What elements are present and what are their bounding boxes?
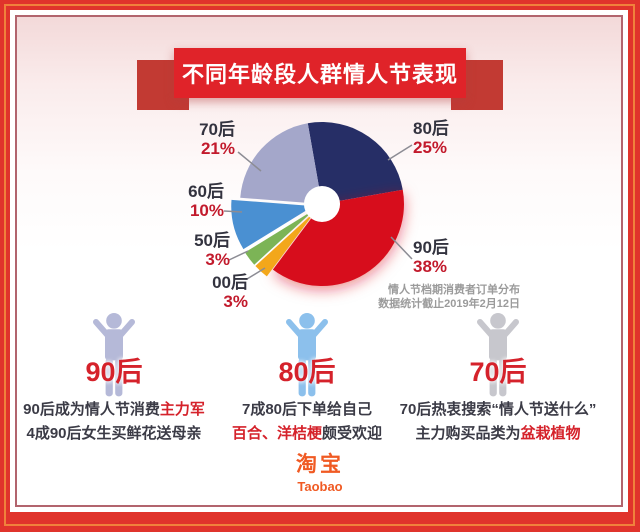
pie-label-90s-pct: 38%: [413, 257, 448, 276]
section-70s-line1: 70后热衷搜索“情人节送什么”: [373, 398, 623, 419]
section-80s-line2: 百合、洋桔梗颇受欢迎: [182, 422, 432, 443]
section-80s-line1-text: 7成80后下单给自己: [241, 401, 373, 418]
taobao-logo-cn: 淘宝: [296, 453, 344, 476]
pie-segment-90后: [272, 189, 404, 286]
leader-line-80: [387, 144, 413, 161]
section-heading-90s: 90后: [85, 357, 143, 387]
pie-label-00s: 00后 3%: [176, 273, 248, 311]
pie-label-80s-name: 80后: [413, 119, 449, 138]
section-80s-line1: 7成80后下单给自己: [182, 398, 432, 419]
pie-label-90s-name: 90后: [413, 238, 449, 257]
pie-leader-lines: [223, 144, 413, 280]
pie-segment-50后: [244, 209, 315, 265]
chart-caption-line1: 情人节档期消费者订单分布: [388, 284, 520, 296]
pie-segments: [231, 122, 404, 286]
leader-line-60: [223, 210, 243, 213]
section-70s-line2-highlight: 盆栽植物: [520, 425, 581, 442]
section-70s-line2-text: 主力购买品类为: [415, 425, 521, 442]
person-90s-shape: [93, 313, 135, 397]
section-70s-line2: 主力购买品类为盆栽植物: [373, 422, 623, 443]
section-70s-line1-text: 70后热衷搜索“情人节送什么”: [399, 401, 597, 418]
title-banner: 不同年龄段人群情人节表现: [174, 48, 466, 98]
pie-segment-60后: [231, 199, 314, 250]
page-title: 不同年龄段人群情人节表现: [181, 62, 458, 87]
leader-line-50: [228, 250, 249, 261]
pie-label-50s-name: 50后: [194, 231, 230, 250]
pie-donut-hole: [303, 185, 341, 223]
pie-label-50s-pct: 3%: [205, 250, 230, 269]
section-heading-70s: 70后: [469, 357, 527, 387]
section-90s-line2: 4成90后女生买鲜花送母亲: [0, 422, 239, 443]
pie-label-90s: 90后 38%: [413, 238, 485, 276]
pie-label-70s: 70后 21%: [163, 120, 235, 158]
taobao-logo-en: Taobao: [297, 479, 343, 494]
pie-label-00s-pct: 3%: [223, 292, 248, 311]
section-80s-line2-text: 颇受欢迎: [322, 425, 383, 442]
pie-label-80s-pct: 25%: [413, 138, 448, 157]
section-80s-line2-highlight: 百合、洋桔梗: [231, 425, 322, 442]
section-90s-line2-text: 4成90后女生买鲜花送母亲: [26, 425, 202, 442]
pie-segment-70后: [240, 123, 322, 204]
leader-line-90: [390, 236, 413, 260]
pie-label-60s-pct: 10%: [189, 201, 224, 220]
person-80s-shape: [286, 313, 328, 397]
section-90s-line1-highlight: 主力军: [159, 401, 205, 418]
pie-label-60s-name: 60后: [188, 182, 224, 201]
person-cheer-icon-70s: [477, 313, 519, 397]
leader-line-70: [237, 151, 262, 172]
pie-label-50s: 50后 3%: [158, 231, 230, 269]
section-90s-line1-text: 90后成为情人节消费: [23, 401, 160, 418]
section-90s-line1: 90后成为情人节消费主力军: [0, 398, 239, 419]
chart-caption: 情人节档期消费者订单分布 数据统计截止2019年2月12日: [320, 283, 520, 311]
pie-label-00s-name: 00后: [212, 273, 248, 292]
pie-segment-00后: [255, 210, 316, 277]
person-cheer-icon-80s: [286, 313, 328, 397]
pie-label-70s-pct: 21%: [200, 139, 235, 158]
pie-segment-80后: [307, 122, 403, 204]
person-cheer-icon-90s: [93, 313, 135, 397]
chart-caption-line2: 数据统计截止2019年2月12日: [378, 298, 520, 310]
taobao-logo: 淘宝 Taobao: [220, 448, 420, 494]
person-70s-shape: [477, 313, 519, 397]
section-heading-80s: 80后: [278, 357, 336, 387]
leader-line-00: [246, 267, 266, 280]
pie-chart: [223, 122, 413, 286]
pie-label-70s-name: 70后: [199, 120, 235, 139]
pie-label-60s: 60后 10%: [152, 182, 224, 220]
pie-label-80s: 80后 25%: [413, 119, 485, 157]
